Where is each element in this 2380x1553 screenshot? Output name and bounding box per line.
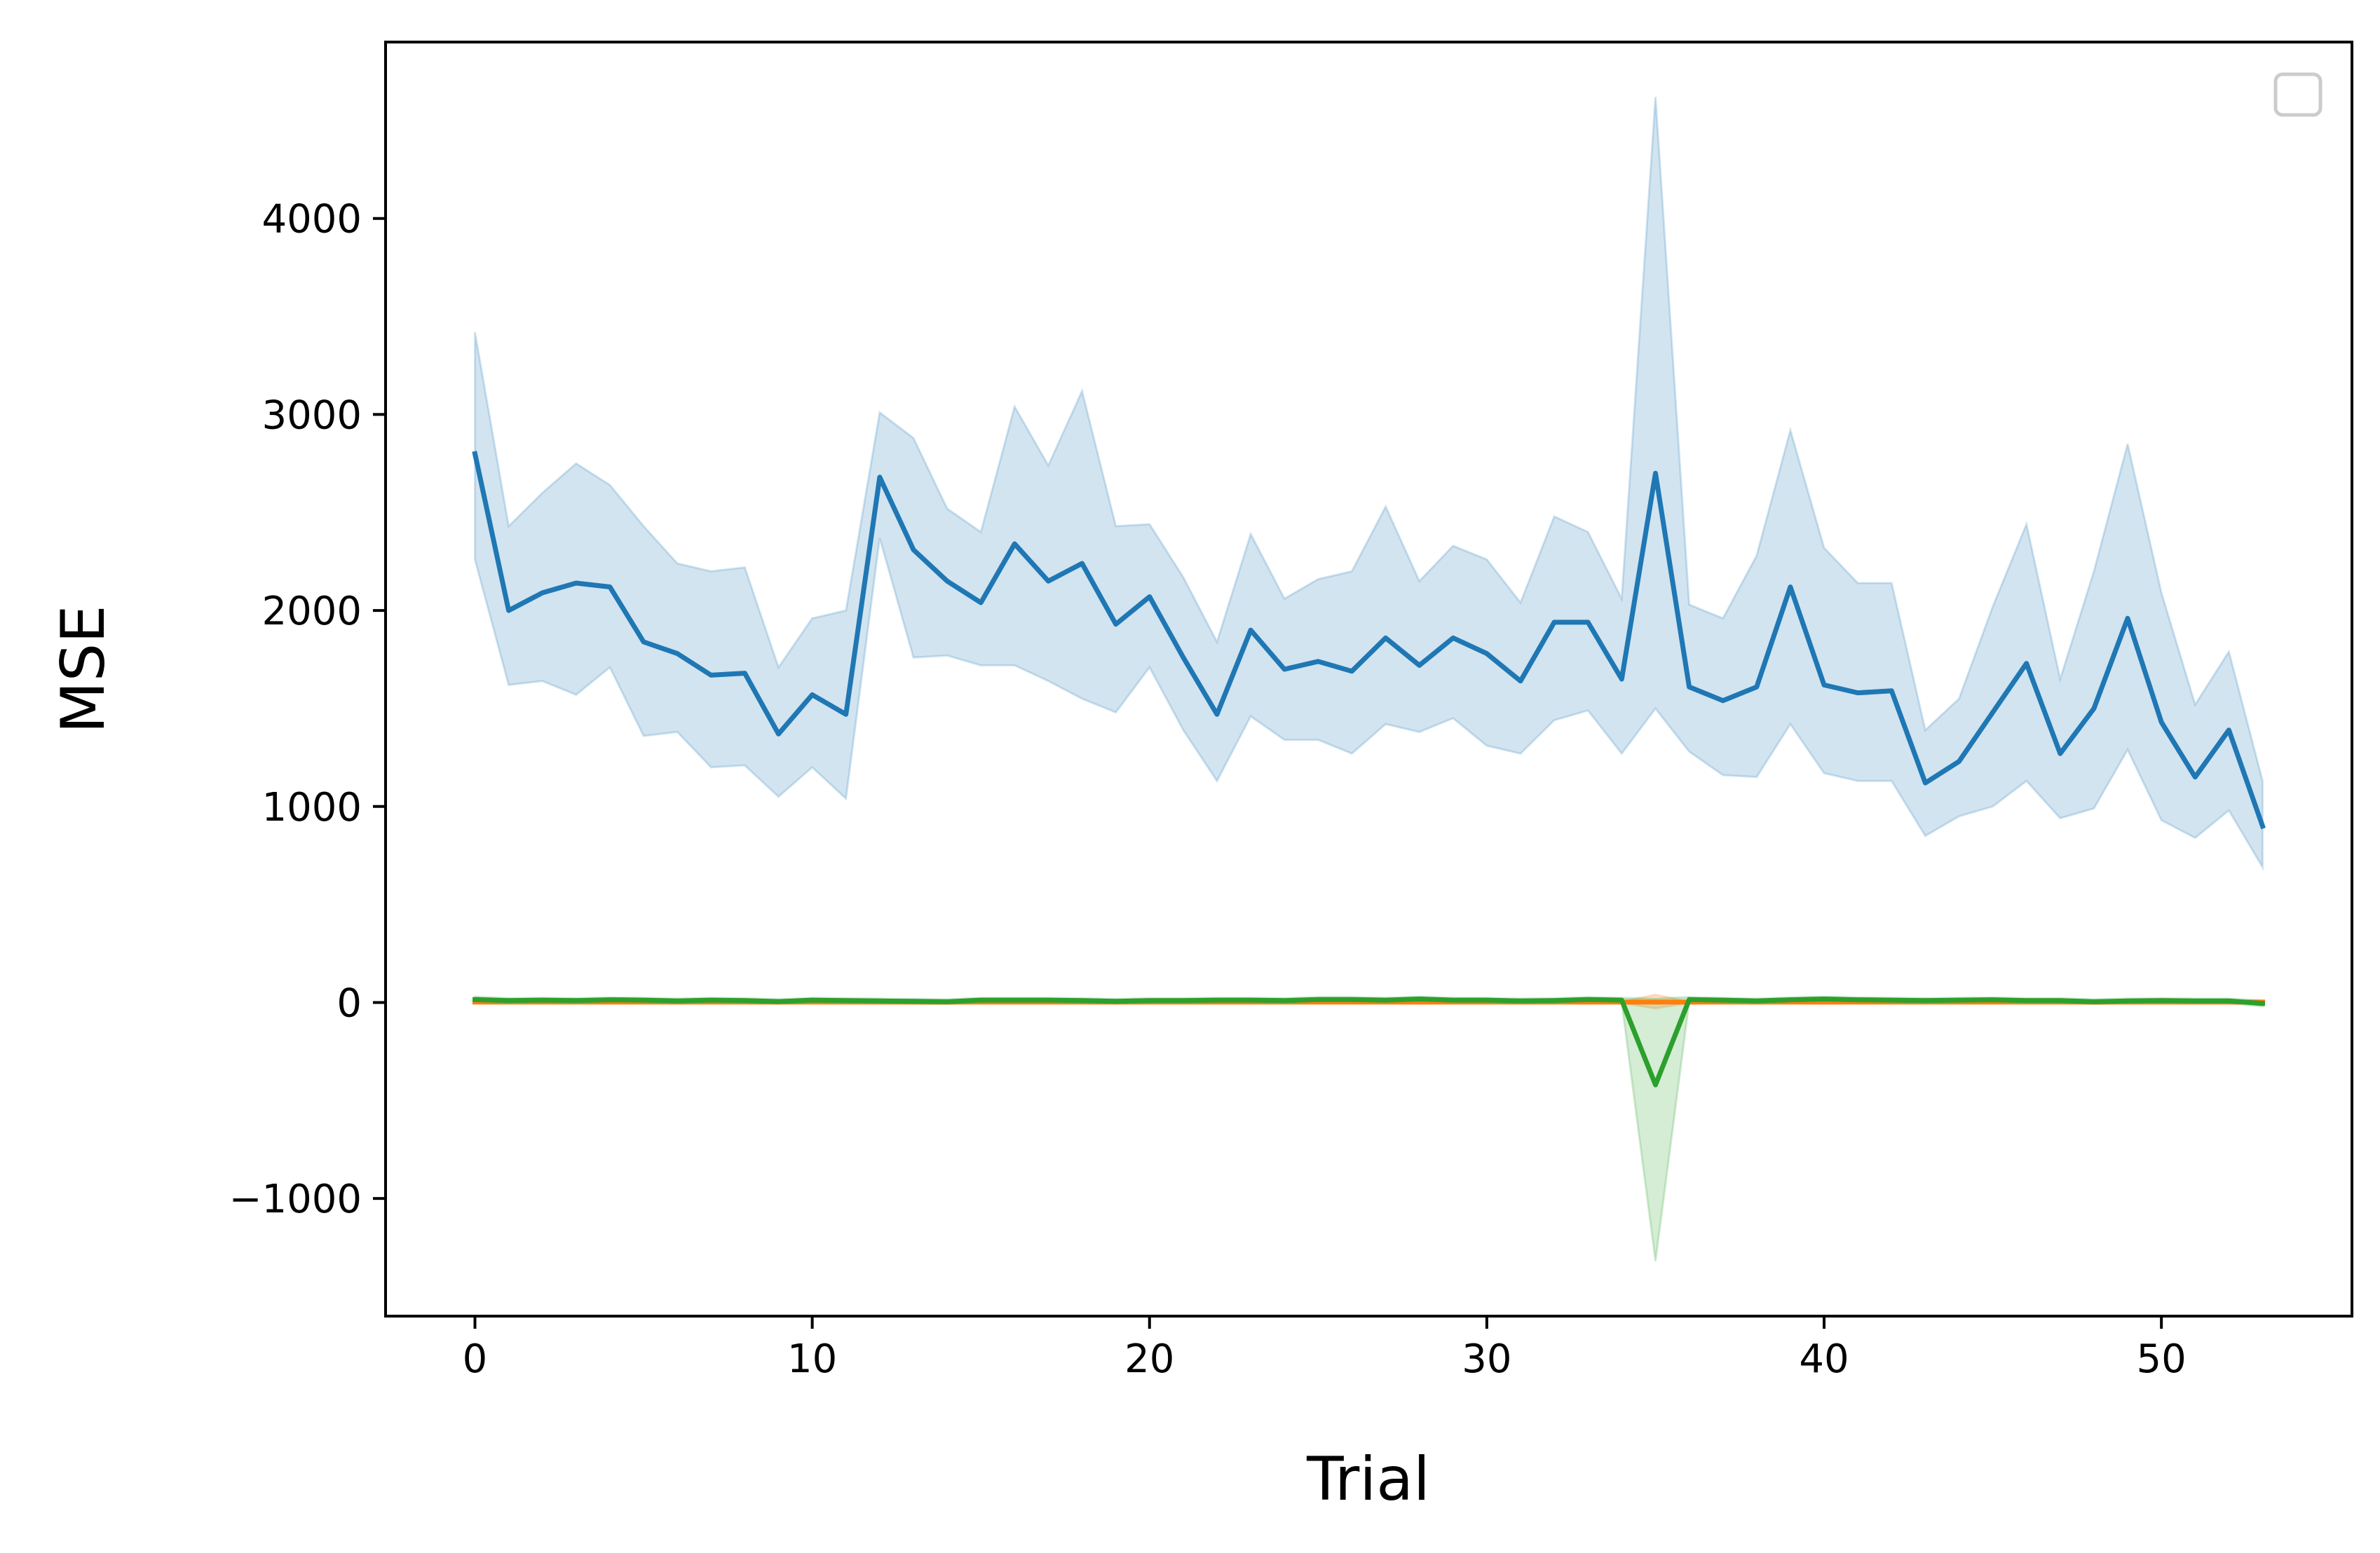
- series-3-line: [472, 997, 2266, 1088]
- legend-box: [2273, 72, 2323, 117]
- x-tick-label: 50: [2137, 1336, 2187, 1382]
- y-tick-label: 0: [336, 980, 362, 1026]
- series-1-confidence-band: [474, 97, 2264, 871]
- y-tick-label: −1000: [229, 1177, 362, 1222]
- series-lines: [472, 451, 2266, 1088]
- y-tick-label: 3000: [261, 392, 362, 438]
- y-axis-label: MSE: [48, 605, 118, 733]
- x-tick-label: 10: [787, 1336, 837, 1382]
- series-1-line: [472, 451, 2266, 830]
- x-axis-label: Trial: [1306, 1444, 1430, 1514]
- x-tick-label: 40: [1799, 1336, 1849, 1382]
- x-tick-label: 30: [1462, 1336, 1511, 1382]
- y-tick-label: 2000: [261, 589, 362, 634]
- y-axis-ticks: −1000 0 1000 2000 3000 4000: [229, 197, 386, 1222]
- y-tick-label: 1000: [261, 785, 362, 830]
- x-tick-label: 0: [463, 1336, 488, 1382]
- x-axis-ticks: 0 10 20 30 40 50: [463, 1316, 2187, 1382]
- x-tick-label: 20: [1124, 1336, 1174, 1382]
- plot-frame: [384, 41, 2353, 1318]
- y-tick-label: 4000: [261, 197, 362, 242]
